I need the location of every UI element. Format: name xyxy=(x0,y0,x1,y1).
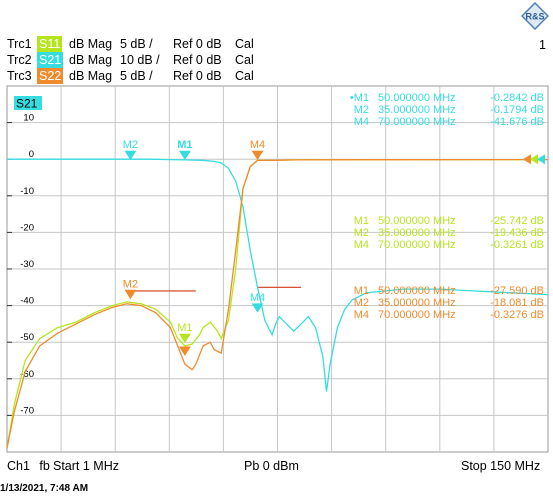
y-tick-label: -60 xyxy=(20,369,34,380)
marker-table-cell: 50.000000 MHz xyxy=(378,92,456,104)
vendor-logo-icon: R&S xyxy=(521,2,549,30)
grid xyxy=(6,85,549,453)
marker-table-cell: 50.000000 MHz xyxy=(378,285,456,297)
trace-ref: Ref 0 dB xyxy=(173,53,222,67)
marker-table-cell: 70.000000 MHz xyxy=(378,116,456,128)
marker-table-cell: -18.081 dB xyxy=(490,297,544,309)
y-tick-label: -20 xyxy=(20,222,34,233)
marker-label: M4 xyxy=(250,292,265,304)
marker-table-cell: 50.000000 MHz xyxy=(378,215,456,227)
marker-table-cell: -41.676 dB xyxy=(490,116,544,128)
y-tick-label: 10 xyxy=(23,113,34,124)
active-trace-text: S21 xyxy=(16,97,38,111)
y-tick-label: -10 xyxy=(20,186,34,197)
marker-table-cell: 70.000000 MHz xyxy=(378,309,456,321)
marker-label: M1 xyxy=(177,322,192,334)
y-tick-label: -70 xyxy=(20,405,34,416)
marker-table-cell: •M1 xyxy=(350,92,369,104)
marker-triangle xyxy=(124,289,137,300)
marker-table-cell: 70.000000 MHz xyxy=(378,239,456,251)
markers: M2 M1 M4 M2 M1 M4 xyxy=(123,139,265,356)
reference-arrow-trc2 xyxy=(537,154,545,165)
marker-table-cell: M2 xyxy=(354,297,369,309)
marker-label: M2 xyxy=(123,278,138,290)
marker-table-cell: M1 xyxy=(354,215,369,227)
trace-line-trc2 xyxy=(7,158,549,392)
trace-measurement: S11 xyxy=(37,36,63,52)
trace-line-trc3 xyxy=(6,158,549,449)
marker-tables: •M1 50.000000 MHz -0.2842 dB M2 35.000000 MH… xyxy=(350,92,544,321)
marker-triangle xyxy=(179,150,191,161)
y-tick-label: -50 xyxy=(20,332,34,343)
marker-table-cell: M2 xyxy=(354,104,369,116)
marker-triangle xyxy=(251,303,264,313)
svg-text:R&S: R&S xyxy=(525,12,544,22)
marker-table-cell: M4 xyxy=(354,239,369,251)
trace-ref: Ref 0 dB xyxy=(173,69,222,83)
marker-table-cell: -0.1794 dB xyxy=(490,104,544,116)
marker-label: M4 xyxy=(250,139,265,151)
limit-lines xyxy=(130,286,302,292)
reference-arrow-trc1 xyxy=(530,154,538,165)
marker-label: M2 xyxy=(123,139,138,151)
footer-channel[interactable]: Ch1 fb xyxy=(7,458,50,474)
footer-stop[interactable]: Stop 150 MHz xyxy=(461,459,541,473)
marker-label: M1 xyxy=(177,139,192,151)
y-tick-label: 0 xyxy=(29,149,34,160)
trace-scale: 5 dB / xyxy=(120,69,153,83)
marker-triangle xyxy=(179,346,191,356)
trace-id: Trc1 xyxy=(7,37,32,51)
timestamp: 1/13/2021, 7:48 AM xyxy=(0,483,89,494)
trace-cal: Cal xyxy=(235,37,254,51)
trace-format: dB Mag xyxy=(69,69,113,83)
marker-table-cell: M4 xyxy=(354,309,369,321)
marker-triangle xyxy=(251,150,264,161)
marker-table-cell: M2 xyxy=(354,227,369,239)
marker-table-cell: M4 xyxy=(354,116,369,128)
footer-power[interactable]: Pb 0 dBm xyxy=(244,459,299,473)
trace-scale: 10 dB / xyxy=(120,53,160,67)
marker-triangle xyxy=(124,150,137,161)
marker-table-cell: M1 xyxy=(354,285,369,297)
trace-id: Trc2 xyxy=(7,53,32,67)
page-number: 1 xyxy=(539,38,546,52)
marker-table-cell: 35.000000 MHz xyxy=(378,297,456,309)
marker-table-cell: -19.436 dB xyxy=(490,227,544,239)
marker-table-cell: 35.000000 MHz xyxy=(378,104,456,116)
marker-table-cell: 35.000000 MHz xyxy=(378,227,456,239)
trace-format: dB Mag xyxy=(69,37,113,51)
y-tick-label: -30 xyxy=(20,259,34,270)
trace-measurement: S22 xyxy=(37,68,64,84)
trace-id: Trc3 xyxy=(7,69,32,83)
trace-measurement: S21 xyxy=(37,52,64,68)
active-trace-label[interactable]: S21 xyxy=(14,96,42,111)
trace-scale: 5 dB / xyxy=(120,37,153,51)
marker-triangle xyxy=(179,333,191,344)
y-tick-label: -40 xyxy=(20,296,34,307)
active-trace-chip xyxy=(14,96,42,110)
mode-label: fb xyxy=(39,459,50,473)
trace-cal: Cal xyxy=(235,69,254,83)
trace-format: dB Mag xyxy=(69,53,113,67)
channel-label: Ch1 xyxy=(7,459,30,473)
traces xyxy=(6,158,549,449)
reference-arrows xyxy=(523,154,545,165)
marker-table-cell: -0.3261 dB xyxy=(490,239,544,251)
reference-arrow-trc3 xyxy=(523,154,531,165)
trace-ref: Ref 0 dB xyxy=(173,37,222,51)
trace-cal: Cal xyxy=(235,53,254,67)
marker-table-cell: -0.3276 dB xyxy=(490,309,544,321)
footer-start[interactable]: Start 1 MHz xyxy=(53,459,119,473)
y-tick-labels: 10 0 -10 -20 -30 -40 -50 -60 -70 xyxy=(7,113,34,416)
marker-table-cell: -25.742 dB xyxy=(490,215,544,227)
marker-table-cell: -0.2842 dB xyxy=(490,92,544,104)
marker-table-cell: -27.590 dB xyxy=(490,285,544,297)
